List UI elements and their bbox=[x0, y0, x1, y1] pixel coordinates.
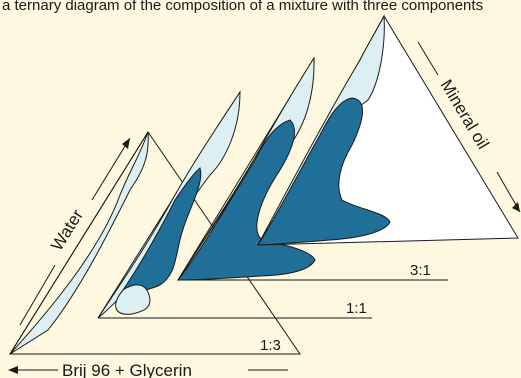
water-arrow-head bbox=[122, 138, 130, 149]
water-axis-label: Water bbox=[47, 206, 87, 254]
diagram-layer-1-1 bbox=[97, 90, 372, 319]
dark-phase-1-1 bbox=[122, 167, 202, 292]
water-arrow-shaft bbox=[91, 137, 131, 201]
top-caption: a ternary diagram of the composition of … bbox=[2, 0, 483, 14]
ratio-label-3-1: 3:1 bbox=[410, 262, 431, 279]
diagram-layer-3-1 bbox=[176, 56, 448, 281]
oil-arrow-head bbox=[512, 202, 520, 212]
ratio-label-1-1: 1:1 bbox=[346, 300, 367, 317]
dark-phase-back bbox=[257, 97, 391, 246]
dark-phase-3-1 bbox=[176, 119, 316, 281]
brij-axis-label: Brij 96 + Glycerin bbox=[62, 361, 192, 378]
ratio-label-1-3: 1:3 bbox=[260, 337, 281, 354]
water-arrow-tail bbox=[19, 264, 56, 326]
oil-arrow-tail bbox=[417, 41, 439, 76]
brij-arrow-head bbox=[8, 366, 18, 374]
diagram-layer-back bbox=[257, 14, 519, 246]
brij-axis: Brij 96 + Glycerin bbox=[8, 361, 288, 378]
left-edge-1-3 bbox=[9, 131, 149, 355]
light-phase-bottom-1-1 bbox=[115, 284, 151, 315]
